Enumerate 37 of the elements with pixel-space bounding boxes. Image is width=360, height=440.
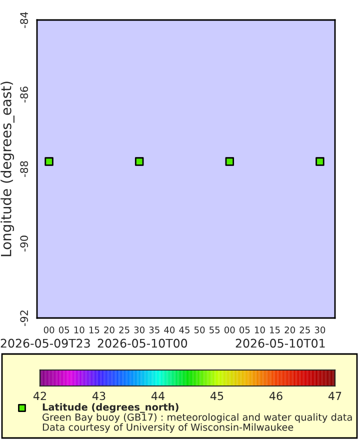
y-tick-label: -86	[20, 86, 28, 102]
text: 2026-05-09T23	[0, 338, 90, 348]
text: Data courtesy of University of Wisconsin-Milwaukee	[42, 423, 294, 433]
color-bar-label: 42	[33, 392, 46, 400]
x-tick-label: 40	[164, 326, 175, 334]
x-tick-label: 05	[240, 326, 250, 334]
x-tick-label: 15	[270, 326, 280, 334]
x-tick-label: 35	[149, 326, 160, 334]
x-tick-label: 25	[300, 326, 310, 334]
y-axis-title: Longitude (degrees_east)	[0, 82, 14, 256]
text: 2026-05-10T01	[236, 338, 325, 348]
x-tick-label: 15	[89, 326, 100, 334]
x-tick-label: 45	[179, 326, 190, 334]
x-tick-label: 00	[44, 326, 54, 334]
x-tick-label: 05	[58, 326, 70, 334]
color-bar-label: 43	[92, 392, 106, 400]
color-bar-label: 45	[210, 392, 224, 400]
color-bar-label: 46	[269, 392, 282, 400]
x-tick-label: 30	[314, 326, 326, 334]
x-tick-label: 20	[284, 326, 295, 334]
x-tick-label: 10	[74, 326, 84, 334]
x-tick-label: 00	[224, 326, 235, 334]
x-tick-label: 20	[104, 326, 114, 334]
y-tick-label: -92	[20, 310, 28, 326]
y-tick-label: -84	[20, 12, 28, 28]
x-tick-label: 25	[119, 326, 130, 334]
x-tick-label: 10	[254, 326, 265, 334]
y-tick-label: -88	[20, 161, 28, 177]
x-tick-label: 30	[134, 326, 144, 334]
color-bar-label: 44	[151, 392, 164, 400]
color-bar-label: 47	[328, 392, 342, 400]
y-tick-label: -90	[20, 236, 28, 252]
text: Green Bay buoy (GB17) : meteorological and water quality data	[42, 413, 352, 423]
text: 2026-05-10T00	[98, 338, 188, 348]
x-tick-label: 55	[210, 326, 220, 334]
x-tick-label: 50	[194, 326, 205, 334]
legend-label: Latitude (degrees_north)	[42, 403, 178, 413]
